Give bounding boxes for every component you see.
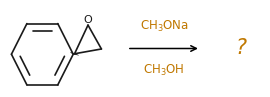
Text: ?: ? [235, 39, 247, 58]
Text: CH$_3$ONa: CH$_3$ONa [140, 19, 188, 34]
Polygon shape [70, 52, 79, 55]
Text: O: O [84, 15, 92, 25]
Text: CH$_3$OH: CH$_3$OH [143, 63, 185, 78]
